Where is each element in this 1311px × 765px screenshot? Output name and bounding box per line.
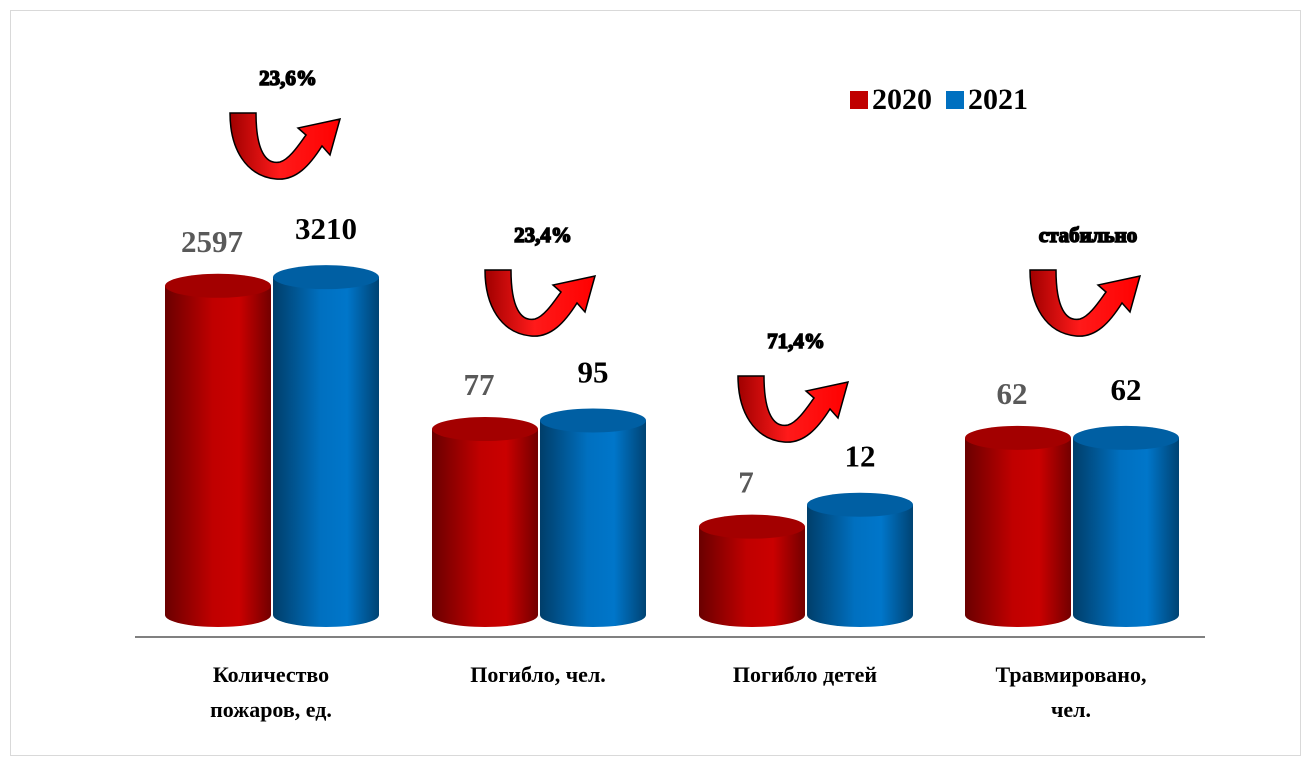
- change-arrow: [737, 375, 850, 443]
- bar-top: [165, 273, 271, 298]
- x-tick-label: Травмировано, чел.: [995, 662, 1147, 722]
- value-label: 62: [1111, 372, 1142, 407]
- bar: [1073, 437, 1179, 627]
- value-label: 3210: [295, 211, 357, 246]
- bar-top: [432, 417, 538, 442]
- legend-swatch: [850, 91, 868, 109]
- bar: [540, 420, 646, 627]
- bar-top: [965, 425, 1071, 450]
- change-arrow: [229, 112, 342, 180]
- change-label: 71,4%: [767, 329, 825, 353]
- bar: [273, 277, 379, 627]
- change-label: стабильно: [1039, 223, 1137, 247]
- chart-frame: [10, 10, 1301, 756]
- bar-top: [273, 265, 379, 290]
- value-label: 62: [997, 376, 1028, 411]
- value-label: 2597: [181, 224, 243, 259]
- bar: [432, 429, 538, 627]
- legend-label: 2021: [968, 83, 1028, 116]
- x-tick-label: Погибло детей: [732, 662, 878, 687]
- bar-top: [807, 492, 913, 517]
- bar-top: [1073, 425, 1179, 450]
- value-label: 12: [845, 439, 876, 474]
- bar: [699, 526, 805, 627]
- change-label: 23,6%: [259, 66, 317, 90]
- bar: [807, 504, 913, 627]
- bar-top: [540, 408, 646, 433]
- x-tick-label: Количество пожаров, ед.: [210, 662, 332, 722]
- value-label: 77: [464, 367, 495, 402]
- legend-label: 2020: [872, 83, 932, 116]
- bar: [165, 285, 271, 627]
- change-arrow: [1029, 269, 1142, 337]
- value-label: 95: [578, 355, 609, 390]
- legend-swatch: [946, 91, 964, 109]
- change-arrow: [484, 269, 597, 337]
- bar: [965, 437, 1071, 627]
- x-tick-label: Погибло, чел.: [470, 662, 606, 687]
- bar-top: [699, 514, 805, 539]
- value-label: 7: [738, 465, 754, 500]
- change-label: 23,4%: [514, 223, 572, 247]
